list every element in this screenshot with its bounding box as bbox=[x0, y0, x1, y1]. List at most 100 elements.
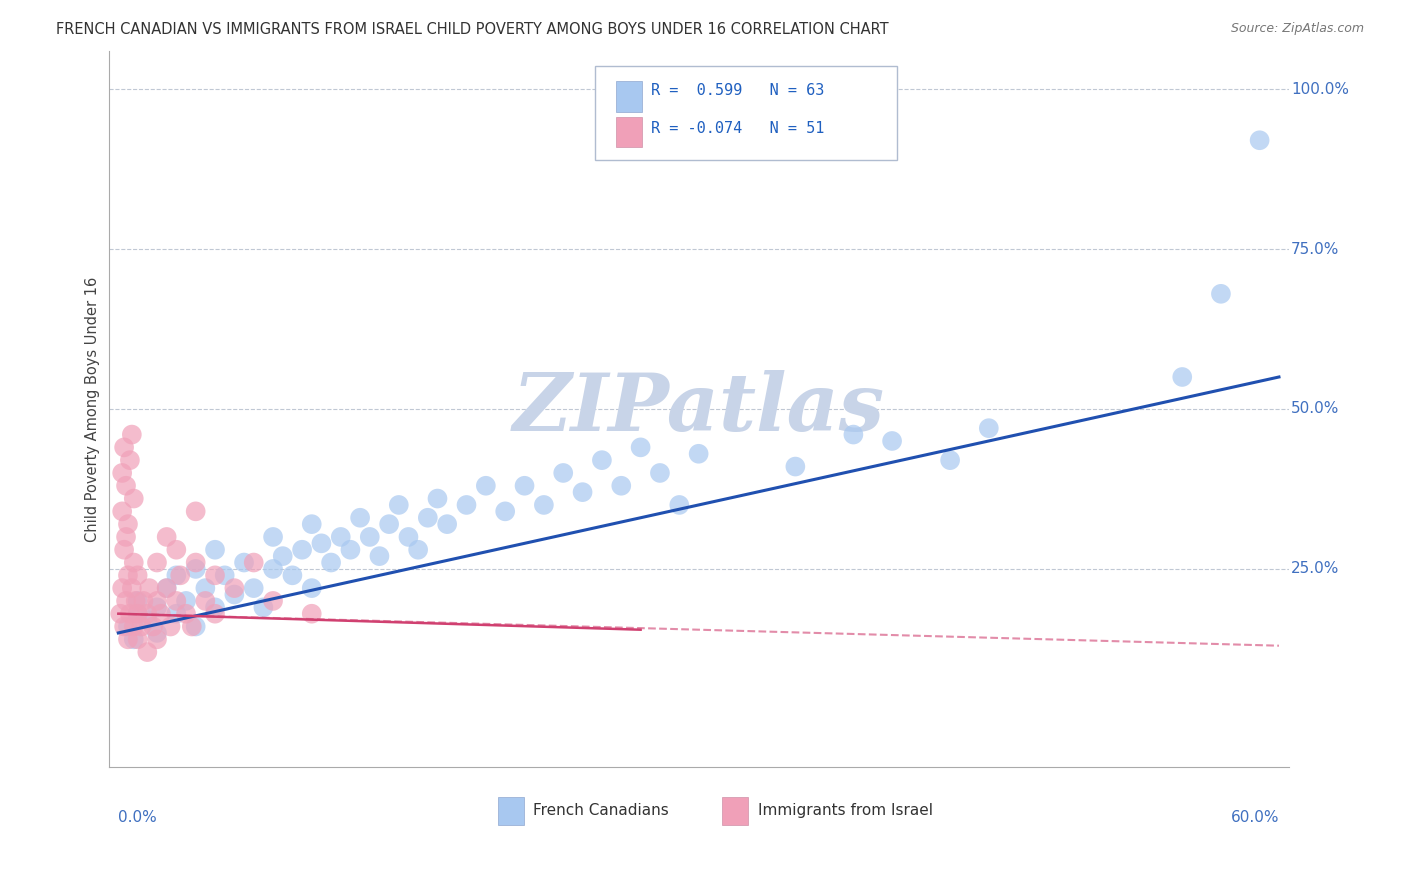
Point bbox=[204, 542, 226, 557]
Point bbox=[271, 549, 294, 563]
Point bbox=[214, 568, 236, 582]
Point bbox=[127, 632, 149, 647]
Point bbox=[146, 594, 169, 608]
Point bbox=[127, 594, 149, 608]
Text: Immigrants from Israel: Immigrants from Israel bbox=[758, 803, 932, 818]
Text: Source: ZipAtlas.com: Source: ZipAtlas.com bbox=[1230, 22, 1364, 36]
Point bbox=[174, 594, 197, 608]
Point bbox=[204, 568, 226, 582]
FancyBboxPatch shape bbox=[616, 81, 643, 112]
Point bbox=[112, 441, 135, 455]
Point bbox=[204, 607, 226, 621]
Point bbox=[184, 556, 207, 570]
Point bbox=[169, 568, 191, 582]
Point bbox=[127, 568, 149, 582]
Point bbox=[553, 466, 575, 480]
Point bbox=[131, 619, 153, 633]
Point bbox=[125, 594, 148, 608]
Point bbox=[122, 619, 145, 633]
Point bbox=[184, 562, 207, 576]
Point bbox=[359, 530, 381, 544]
Y-axis label: Child Poverty Among Boys Under 16: Child Poverty Among Boys Under 16 bbox=[86, 277, 100, 541]
Point bbox=[111, 466, 134, 480]
Point bbox=[880, 434, 903, 448]
Point bbox=[165, 607, 187, 621]
Text: R =  0.599   N = 63: R = 0.599 N = 63 bbox=[651, 83, 825, 98]
Point bbox=[194, 581, 217, 595]
Point bbox=[291, 542, 314, 557]
Point bbox=[194, 594, 217, 608]
Point bbox=[224, 581, 246, 595]
Text: 25.0%: 25.0% bbox=[1291, 561, 1340, 576]
Point bbox=[110, 607, 132, 621]
FancyBboxPatch shape bbox=[723, 797, 748, 824]
Point bbox=[785, 459, 807, 474]
Point bbox=[136, 645, 159, 659]
Point bbox=[146, 600, 169, 615]
Point bbox=[121, 427, 143, 442]
Point bbox=[180, 619, 202, 633]
Point bbox=[165, 568, 187, 582]
Point bbox=[122, 632, 145, 647]
Point bbox=[127, 607, 149, 621]
Point bbox=[118, 607, 141, 621]
Point bbox=[281, 568, 304, 582]
Point bbox=[156, 581, 179, 595]
Point bbox=[159, 619, 181, 633]
Point bbox=[233, 556, 256, 570]
Point bbox=[610, 479, 633, 493]
Text: R = -0.074   N = 51: R = -0.074 N = 51 bbox=[651, 121, 825, 136]
Point bbox=[339, 542, 361, 557]
Point bbox=[242, 556, 264, 570]
Point bbox=[115, 594, 138, 608]
Point bbox=[378, 517, 401, 532]
Text: 50.0%: 50.0% bbox=[1291, 401, 1340, 417]
Point bbox=[127, 607, 149, 621]
Point bbox=[262, 594, 284, 608]
Point bbox=[224, 588, 246, 602]
Point bbox=[117, 619, 139, 633]
Point bbox=[475, 479, 498, 493]
FancyBboxPatch shape bbox=[595, 66, 897, 161]
Point bbox=[156, 581, 179, 595]
Point bbox=[138, 581, 160, 595]
Point bbox=[648, 466, 671, 480]
Point bbox=[1209, 286, 1232, 301]
Point bbox=[513, 479, 536, 493]
Point bbox=[115, 479, 138, 493]
Text: 75.0%: 75.0% bbox=[1291, 242, 1340, 257]
Point bbox=[142, 619, 165, 633]
Point bbox=[204, 600, 226, 615]
Point bbox=[122, 491, 145, 506]
Point bbox=[668, 498, 690, 512]
Point bbox=[842, 427, 865, 442]
Point bbox=[121, 581, 143, 595]
Text: 100.0%: 100.0% bbox=[1291, 81, 1348, 96]
Point bbox=[136, 613, 159, 627]
Point bbox=[426, 491, 449, 506]
Point bbox=[368, 549, 391, 563]
Point bbox=[112, 619, 135, 633]
Point bbox=[117, 517, 139, 532]
Point bbox=[591, 453, 613, 467]
Point bbox=[174, 607, 197, 621]
Text: FRENCH CANADIAN VS IMMIGRANTS FROM ISRAEL CHILD POVERTY AMONG BOYS UNDER 16 CORR: FRENCH CANADIAN VS IMMIGRANTS FROM ISRAE… bbox=[56, 22, 889, 37]
Point bbox=[416, 510, 439, 524]
Point bbox=[165, 542, 187, 557]
Point bbox=[117, 632, 139, 647]
Point bbox=[311, 536, 333, 550]
Point bbox=[406, 542, 429, 557]
Point bbox=[630, 441, 652, 455]
Text: ZIPatlas: ZIPatlas bbox=[513, 370, 884, 448]
Point bbox=[118, 453, 141, 467]
Point bbox=[111, 581, 134, 595]
Point bbox=[1249, 133, 1271, 147]
Point bbox=[977, 421, 1000, 435]
Point bbox=[115, 530, 138, 544]
Point bbox=[301, 581, 323, 595]
Point bbox=[184, 504, 207, 518]
Point bbox=[571, 485, 593, 500]
Point bbox=[349, 510, 371, 524]
Point bbox=[533, 498, 555, 512]
Point bbox=[319, 556, 342, 570]
